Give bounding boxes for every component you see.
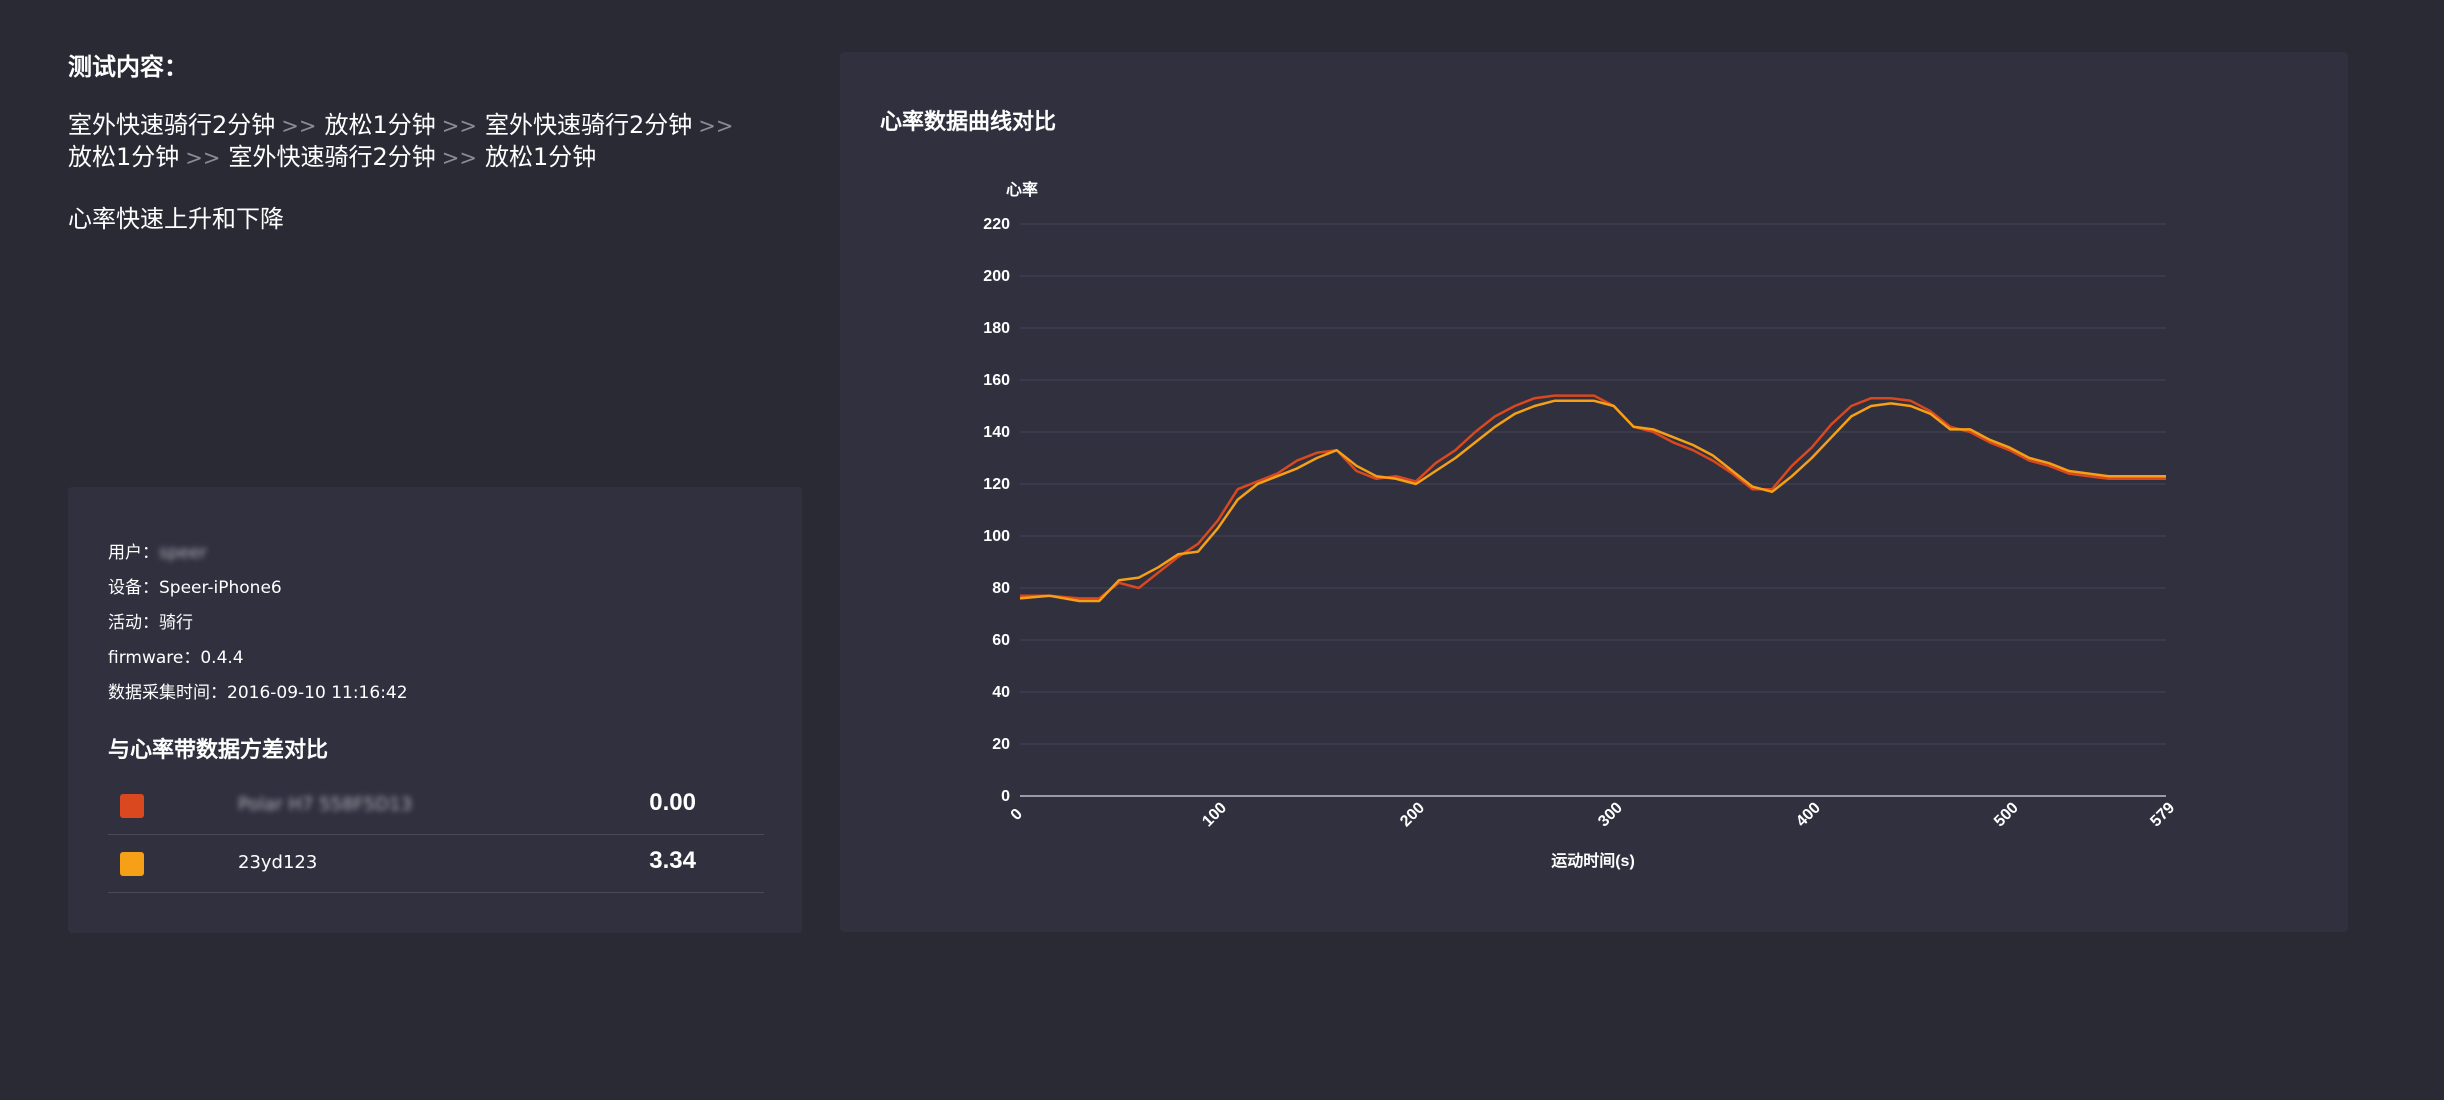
user-value: speer: [159, 543, 207, 563]
x-tick-label: 100: [1199, 799, 1230, 830]
x-tick-label: 579: [2147, 799, 2178, 830]
firmware-value: 0.4.4: [200, 648, 244, 668]
y-tick-label: 20: [992, 736, 1010, 753]
x-tick-label: 300: [1595, 799, 1626, 830]
step-separator: >>: [281, 114, 317, 138]
step-2: 放松1分钟: [324, 111, 436, 139]
series-line-1: [1020, 394, 2166, 600]
y-axis-label: 心率: [1006, 180, 1038, 199]
y-tick-label: 60: [992, 632, 1010, 649]
heart-rate-chart: 心率 运动时间(s) 0 20 40 60 80 100 120 140 160 180 200 22…: [983, 180, 2178, 870]
series-color-swatch: [120, 852, 144, 876]
user-line: 用户：speer: [108, 541, 207, 565]
variance-value: 0.00: [649, 789, 696, 816]
test-description: 测试内容： 室外快速骑行2分钟 >> 放松1分钟 >> 室外快速骑行2分钟 >> 放松1分…: [68, 50, 788, 236]
compare-row: 23yd123 3.34: [108, 835, 764, 893]
y-tick-label: 200: [983, 268, 1010, 285]
series-line-2: [1019, 399, 2166, 603]
y-tick-label: 40: [992, 684, 1010, 701]
compare-title: 与心率带数据方差对比: [108, 738, 329, 763]
step-5: 室外快速骑行2分钟: [228, 143, 436, 171]
device-label: 设备：: [108, 578, 159, 598]
chart-title: 心率数据曲线对比: [880, 110, 1057, 135]
step-3: 室外快速骑行2分钟: [484, 111, 693, 139]
step-separator: >>: [441, 146, 477, 170]
firmware-label: firmware：: [108, 648, 201, 668]
activity-label: 活动：: [108, 613, 159, 633]
series-color-swatch: [120, 794, 144, 818]
device-value: Speer-iPhone6: [159, 578, 282, 598]
device-line: 设备：Speer-iPhone6: [108, 576, 282, 600]
y-tick-label: 80: [992, 580, 1010, 597]
test-heading: 测试内容：: [68, 53, 188, 81]
time-label: 数据采集时间：: [108, 683, 227, 703]
y-tick-label: 120: [983, 476, 1010, 493]
y-tick-label: 160: [983, 372, 1010, 389]
y-tick-label: 220: [983, 216, 1010, 233]
x-axis-label: 运动时间(s): [1551, 851, 1635, 870]
variance-value: 3.34: [649, 847, 696, 874]
device-name: Polar H7 558F5D13: [238, 794, 413, 815]
x-tick-label: 200: [1397, 799, 1428, 830]
y-tick-label: 100: [983, 528, 1010, 545]
step-separator: >>: [185, 146, 221, 170]
x-tick-label: 400: [1793, 799, 1824, 830]
step-6: 放松1分钟: [484, 143, 597, 171]
device-name: 23yd123: [238, 852, 318, 873]
step-1: 室外快速骑行2分钟: [68, 111, 276, 139]
compare-row: Polar H7 558F5D13 0.00: [108, 777, 764, 835]
y-tick-label: 180: [983, 320, 1010, 337]
chart-panel: 心率数据曲线对比 心率 运动时间(s) 0 20 40 60 80 100 120 140 16…: [840, 52, 2348, 932]
activity-line: 活动：骑行: [108, 611, 193, 635]
info-panel: 用户：speer 设备：Speer-iPhone6 活动：骑行 firmware…: [68, 487, 802, 933]
y-tick-label: 140: [983, 424, 1010, 441]
x-tick-label: 500: [1991, 799, 2022, 830]
time-line: 数据采集时间：2016-09-10 11:16:42: [108, 681, 408, 705]
user-label: 用户：: [108, 543, 159, 563]
time-value: 2016-09-10 11:16:42: [227, 683, 408, 703]
y-tick-label: 0: [1001, 788, 1010, 805]
test-steps: 室外快速骑行2分钟 >> 放松1分钟 >> 室外快速骑行2分钟 >> 放松1分钟 >> 室外快…: [68, 110, 788, 174]
step-4: 放松1分钟: [68, 143, 180, 171]
x-tick-label: 0: [1008, 806, 1026, 824]
step-separator: >>: [698, 114, 734, 138]
test-note: 心率快速上升和下降: [68, 205, 284, 233]
activity-value: 骑行: [159, 613, 193, 633]
step-separator: >>: [441, 114, 477, 138]
firmware-line: firmware：0.4.4: [108, 646, 244, 670]
